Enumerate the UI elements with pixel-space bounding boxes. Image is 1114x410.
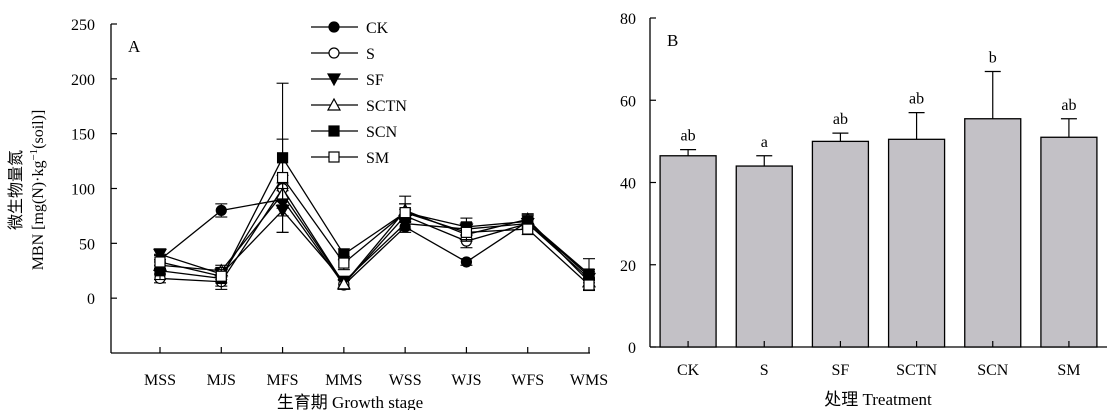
bar-sm [1040, 136, 1098, 348]
legend-sctn-marker [326, 97, 342, 111]
series-s-line [159, 187, 590, 285]
bar-sm-tick-label: SM [1057, 362, 1080, 379]
panel-a-y-title-line1: 微生物量氮 [7, 150, 25, 230]
bar-s-tick-label: S [760, 362, 769, 379]
series-sm-point [583, 279, 595, 291]
panel-a-x-tick-label: MMS [325, 372, 362, 389]
panel-b-y-tick-label: 60 [620, 93, 636, 110]
series-sm [154, 138, 595, 292]
panel-a-series [152, 82, 597, 292]
series-scn-line [159, 156, 590, 280]
panel-a-y-tick-label: 50 [79, 236, 95, 253]
bar-sm-significance-label: ab [1061, 97, 1076, 114]
series-sf-line [159, 209, 590, 283]
legend-sf-label: SF [366, 72, 384, 89]
series-sm-point [154, 256, 166, 268]
legend-sm-label: SM [366, 150, 389, 167]
panel-a-x-tick-label: MFS [267, 372, 299, 389]
legend-ck-label: CK [366, 20, 389, 37]
series-scn-point [583, 268, 595, 280]
panel-a-y-tick-label: 100 [71, 182, 95, 199]
panel-b-label: B [667, 31, 678, 50]
bar-scn [964, 118, 1022, 348]
bar-sf [811, 140, 870, 348]
legend-scn-marker [328, 125, 340, 137]
panel-b-y-tick-label: 20 [620, 258, 636, 275]
panel-a-line-chart: A 生育期 Growth stage 微生物量氮 MBN [mg(N)·kg−1… [7, 17, 608, 410]
panel-a-y-tick-label: 250 [71, 17, 95, 34]
panel-a-x-tick-label: WJS [451, 372, 481, 389]
legend-s-label: S [366, 46, 375, 63]
panel-b-y-tick-label: 40 [620, 176, 636, 193]
series-sm-point [460, 226, 473, 238]
series-ck-point [460, 256, 473, 268]
series-ck-point [215, 204, 227, 217]
series-sm-point [522, 223, 534, 235]
panel-a-y-title-line2: MBN [mg(N)·kg−1(soil)] [28, 110, 47, 271]
bar-sf-tick-label: SF [832, 362, 850, 379]
legend-sm-marker [328, 151, 340, 163]
panel-b-y-tick-label: 0 [628, 340, 636, 357]
panel-a-y-title-sup: −1 [28, 149, 40, 161]
panel-b-bar-chart: B 处理 Treatment 0 20 40 60 80 ab CK a Sab SF ab SCT… [620, 11, 1107, 409]
bar-s [735, 165, 793, 348]
bar-s-significance-label: a [761, 134, 768, 151]
legend-sctn-label: SCTN [366, 98, 407, 115]
bar-sctn-tick-label: SCTN [896, 362, 937, 379]
panel-a-y-title-tail: (soil)] [30, 110, 47, 149]
panel-a-x-tick-label: MSS [144, 372, 176, 389]
bar-ck-tick-label: CK [677, 362, 700, 379]
panel-a-legend: CK S SF SCTN SCN SM [311, 20, 407, 167]
bar-scn-tick-label: SCN [977, 362, 1009, 379]
legend-s-marker [328, 47, 340, 59]
legend-scn-label: SCN [366, 124, 398, 141]
series-sm-point [338, 257, 350, 269]
panel-a-y-title-main: MBN [mg(N)·kg [30, 161, 47, 271]
panel-a-x-title: 生育期 Growth stage [277, 393, 423, 410]
series-sf-point [152, 248, 168, 262]
bar-sf-significance-label: ab [833, 111, 848, 128]
panel-a-x-tick-label: WMS [570, 372, 608, 389]
legend-sf-marker [326, 73, 342, 87]
bar-scn-significance-label: b [989, 49, 997, 66]
series-sm-point [215, 270, 227, 282]
legend-ck-marker [328, 21, 340, 33]
panel-a-label: A [128, 37, 141, 56]
series-ck-line [159, 198, 590, 286]
panel-a-y-ticks: 0 50 100 150 200 250 [71, 17, 117, 308]
panel-a-x-ticks: MSS MJS MFS MMS WSS WJS WFS WMS [144, 347, 608, 389]
bar-ck [659, 155, 717, 348]
bar-sctn-significance-label: ab [909, 91, 924, 108]
panel-a-x-tick-label: WFS [511, 372, 544, 389]
series-sctn-point [336, 276, 351, 290]
bar-ck-significance-label: ab [681, 128, 696, 145]
series-sm-point [276, 171, 289, 184]
panel-a-y-tick-label: 150 [71, 127, 95, 144]
panel-b-y-tick-label: 80 [620, 11, 636, 28]
panel-b-y-ticks: 0 20 40 60 80 [620, 11, 656, 357]
series-sm-point [399, 207, 411, 219]
panel-a-x-tick-label: MJS [207, 372, 236, 389]
panel-a-y-tick-label: 0 [87, 291, 95, 308]
panel-b-x-title: 处理 Treatment [824, 390, 932, 409]
panel-a-y-tick-label: 200 [71, 72, 95, 89]
panel-b-bars: ab CK a Sab SF ab SCTN b SCN ab SM [659, 49, 1098, 379]
panel-a-x-tick-label: WSS [389, 372, 422, 389]
bar-sctn [887, 138, 946, 348]
series-sm-line [159, 176, 590, 286]
